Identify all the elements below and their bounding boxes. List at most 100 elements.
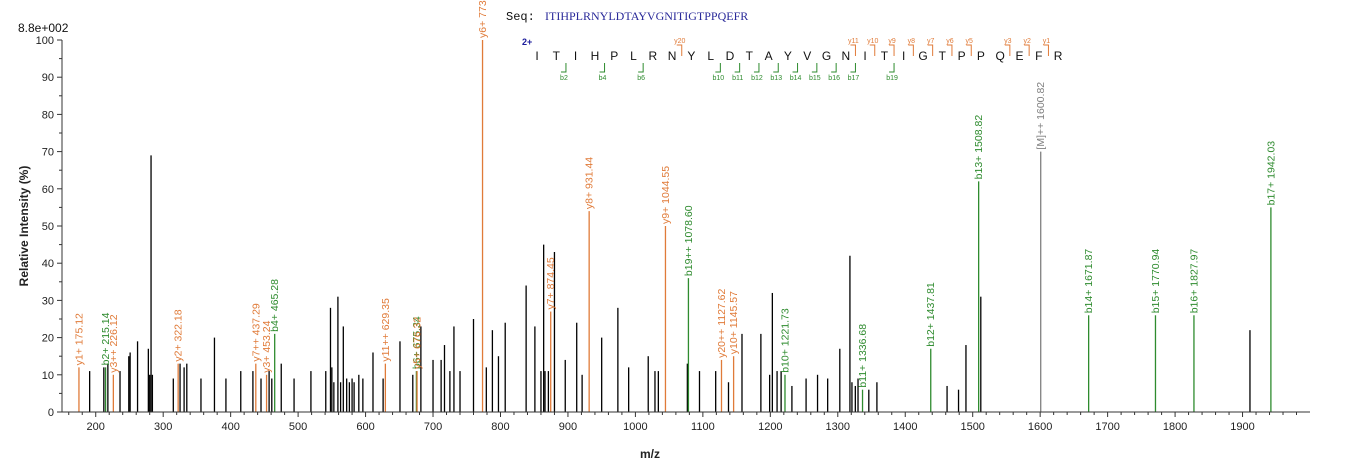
sequence-residue: I xyxy=(535,49,538,63)
x-tick-label: 1400 xyxy=(893,421,917,433)
charge-state: 2+ xyxy=(522,37,532,47)
sequence-residue: V xyxy=(803,49,811,63)
b-fragment-label: b12 xyxy=(751,75,763,82)
sequence-residue: E xyxy=(1015,49,1023,63)
peak-label: b14+ 1671.87 xyxy=(1083,249,1095,314)
sequence-residue: I xyxy=(574,49,577,63)
peak-label: b17+ 1942.03 xyxy=(1265,141,1277,206)
x-tick-label: 1600 xyxy=(1028,421,1052,433)
x-tick-label: 600 xyxy=(356,421,374,433)
peak-label: y7+ 874.45 xyxy=(545,257,557,309)
peak-label: y20++ 1127.62 xyxy=(716,288,728,357)
peak-label: b2+ 215.14 xyxy=(100,312,112,365)
y-fragment-label: y1 xyxy=(1043,38,1051,45)
peak-label: y10+ 1145.57 xyxy=(728,291,740,354)
y-fragment-mark xyxy=(850,44,856,56)
sequence-value: ITIHPLRNYLDTAYVGNITIGTPPQEFR xyxy=(545,9,748,23)
y-fragment-label: y9 xyxy=(888,38,896,45)
peak-label: y9+ 1044.55 xyxy=(660,166,672,224)
y-fragment-mark xyxy=(946,44,953,56)
y-fragment-mark xyxy=(676,44,683,56)
b-fragment-mark xyxy=(734,63,741,73)
y-axis-ticks: 0 10 20 30 40 50 60 70 80 90 100 xyxy=(36,35,62,419)
peak-label: y6+ 773.39 xyxy=(477,0,489,38)
peak-label: b6+ 675.34 xyxy=(411,316,423,369)
y-fragment-label: y7 xyxy=(927,38,935,45)
b-fragment-mark xyxy=(831,63,837,73)
y-tick-label: 50 xyxy=(42,221,54,233)
y-fragment-mark xyxy=(889,44,895,56)
y-tick-label: 0 xyxy=(48,407,54,419)
y-tick-label: 20 xyxy=(42,333,54,345)
peak-label: y8+ 931.44 xyxy=(584,157,596,209)
sequence-residue: A xyxy=(765,49,773,63)
y-tick-label: 80 xyxy=(42,109,54,121)
scale-label: 8.8e+002 xyxy=(18,21,69,35)
peak-label: b11+ 1336.68 xyxy=(857,324,869,388)
y-fragment-mark xyxy=(1024,44,1030,56)
b-fragment-mark xyxy=(638,63,644,73)
x-tick-label: 1200 xyxy=(758,421,782,433)
b-fragment-mark xyxy=(773,63,779,73)
sequence-residue: N xyxy=(668,49,677,63)
b-fragment-mark xyxy=(560,63,567,73)
peak-label: b19++ 1078.60 xyxy=(683,205,695,276)
x-axis-ticks: 200 300 400 500 600 700 800 900 1000 1100 1200 1300… xyxy=(68,412,1298,433)
sequence-residue: P xyxy=(610,49,618,63)
b-fragment-label: b19 xyxy=(886,75,898,82)
y-tick-label: 100 xyxy=(36,35,54,47)
x-tick-label: 400 xyxy=(221,421,239,433)
sequence-residue: R xyxy=(1054,49,1063,63)
b-fragment-label: b16 xyxy=(828,75,840,82)
sequence-residue: H xyxy=(591,49,600,63)
y-tick-label: 60 xyxy=(42,184,54,196)
b-fragment-mark xyxy=(599,63,606,73)
sequence-residue: P xyxy=(977,49,985,63)
peak-label: y2+ 322.18 xyxy=(173,309,185,361)
sequence-residue: Y xyxy=(784,49,792,63)
y-fragment-mark xyxy=(908,44,914,56)
b-fragment-mark xyxy=(850,63,856,73)
x-tick-label: 700 xyxy=(424,421,442,433)
y-fragment-label: y11 xyxy=(848,38,859,45)
y-axis-title: Relative Intensity (%) xyxy=(17,166,31,287)
sequence-residue: L xyxy=(707,49,714,63)
x-tick-label: 1100 xyxy=(691,421,715,433)
x-tick-label: 1300 xyxy=(826,421,850,433)
peak-label: b10+ 1221.73 xyxy=(779,308,791,373)
b-fragment-label: b13 xyxy=(770,75,782,82)
sequence-residue: T xyxy=(553,49,561,63)
y-fragment-mark xyxy=(1004,44,1011,56)
x-tick-label: 200 xyxy=(87,421,105,433)
y-tick-label: 40 xyxy=(42,258,54,270)
sequence-label: Seq: xyxy=(506,10,535,24)
b-fragment-label: b2 xyxy=(560,75,568,82)
b-fragment-mark xyxy=(811,63,818,73)
sequence-residue: D xyxy=(726,49,735,63)
b-fragment-mark xyxy=(792,63,799,73)
y-fragment-label: y6 xyxy=(946,38,954,45)
sequence-residue: T xyxy=(881,49,889,63)
b-fragment-label: b15 xyxy=(809,75,821,82)
sequence-residue: L xyxy=(630,49,637,63)
peak-label: b4+ 465.28 xyxy=(269,279,281,332)
b-fragment-label: b17 xyxy=(848,75,860,82)
y-tick-label: 30 xyxy=(42,295,54,307)
peaks-layer xyxy=(78,40,1272,412)
sequence-residue: I xyxy=(863,49,866,63)
sequence-residue: I xyxy=(902,49,905,63)
sequence-residue: G xyxy=(822,49,831,63)
peak-label: y11++ 629.35 xyxy=(380,298,392,362)
b-fragment-label: b6 xyxy=(637,75,645,82)
y-fragment-label: y5 xyxy=(966,38,974,45)
y-tick-label: 90 xyxy=(42,72,54,84)
peak-label: b13+ 1508.82 xyxy=(973,115,985,180)
x-tick-label: 1000 xyxy=(623,421,647,433)
sequence-residue: P xyxy=(958,49,966,63)
sequence-residue: T xyxy=(939,49,947,63)
sequence-residue: Q xyxy=(996,49,1005,63)
b-fragment-label: b10 xyxy=(713,75,725,82)
